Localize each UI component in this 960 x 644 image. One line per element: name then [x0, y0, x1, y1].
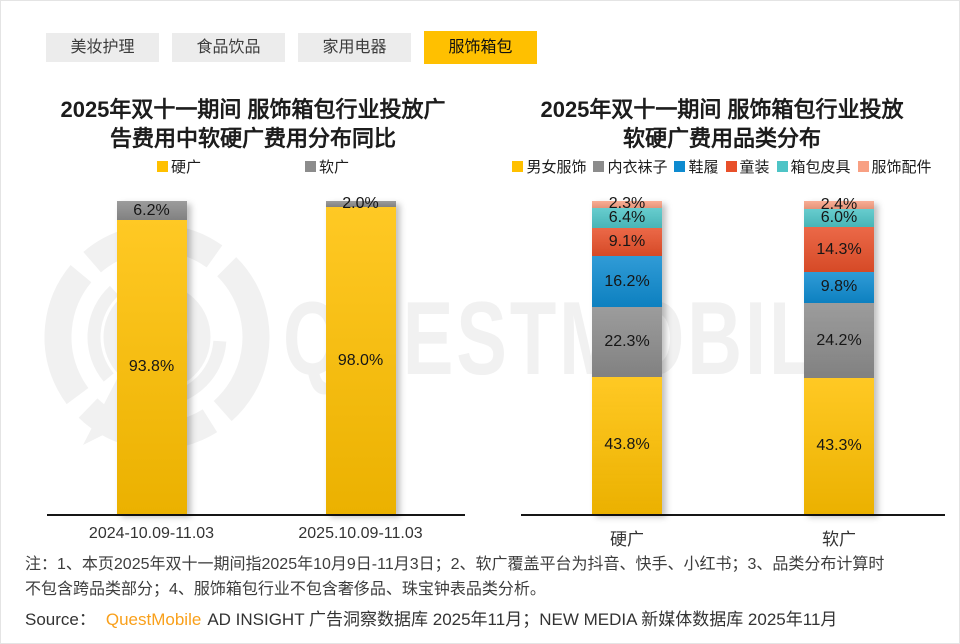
legend-item: 箱包皮具 — [776, 156, 851, 177]
legend-label: 软广 — [319, 159, 350, 176]
chart-title-line1: 2025年双十一期间 服饰箱包行业投放 — [540, 97, 904, 122]
legend-swatch-icon — [593, 161, 605, 172]
legend-label: 童装 — [739, 159, 770, 176]
segment-value-label: 14.3% — [816, 240, 862, 258]
chart-legend: 硬广 软广 — [41, 156, 465, 177]
bar-segment: 9.8% — [804, 272, 874, 303]
tab-food-beverage[interactable]: 食品饮品 — [172, 33, 285, 62]
stacked-bar: 43.8% 22.3% 16.2% 9.1% 6.4% 2.3% — [592, 195, 662, 514]
segment-value-label: 98.0% — [337, 351, 384, 369]
bar-segment: 22.3% — [592, 307, 662, 377]
source-prefix: Source： — [25, 610, 96, 629]
source-detail: AD INSIGHT 广告洞察数据库 2025年11月；NEW MEDIA 新媒… — [207, 610, 838, 629]
bar-segment: 43.8% — [592, 376, 662, 514]
bar-segment: 2.0% — [325, 195, 396, 212]
segment-value-label: 6.2% — [133, 201, 170, 219]
segment-value-label: 16.2% — [604, 272, 650, 290]
legend-label: 男女服饰 — [526, 159, 587, 176]
legend-item: 男女服饰 — [512, 156, 586, 177]
legend-item: 童装 — [725, 156, 770, 177]
tab-apparel-bags[interactable]: 服饰箱包 — [424, 31, 537, 64]
stacked-bar: 43.3% 24.2% 9.8% 14.3% 6.0% 2.4% — [804, 196, 874, 514]
legend-item: 鞋履 — [674, 156, 719, 177]
bar-segment: 6.4% — [592, 207, 662, 228]
segment-value-label: 2.3% — [608, 195, 646, 213]
segment-value-label: 93.8% — [128, 358, 175, 376]
legend-swatch-icon — [857, 161, 869, 172]
segment-value-label: 6.0% — [820, 208, 858, 226]
legend-item: 服饰配件 — [857, 156, 932, 177]
bar-segment: 2.4% — [804, 196, 874, 213]
legend-label: 内衣袜子 — [607, 159, 668, 176]
segment-value-label: 43.3% — [816, 437, 862, 455]
chart-title-line2: 告费用中软硬广费用分布同比 — [109, 126, 396, 151]
chart-title: 2025年双十一期间 服饰箱包行业投放广 告费用中软硬广费用分布同比 — [41, 95, 465, 153]
bar-segment: 93.8% — [116, 220, 187, 514]
category-label: 软广 — [822, 530, 856, 549]
source-brand: QuestMobile — [105, 610, 202, 629]
category-label: 2025.10.09-11.03 — [298, 525, 423, 542]
chart-title: 2025年双十一期间 服饰箱包行业投放 软硬广费用品类分布 — [499, 95, 945, 153]
segment-value-label: 43.8% — [604, 436, 650, 454]
legend-swatch-icon — [305, 161, 316, 172]
legend-swatch-icon — [725, 161, 737, 172]
legend-item: 硬广 — [156, 156, 201, 177]
tab-beauty-care[interactable]: 美妆护理 — [46, 33, 159, 62]
segment-value-label: 6.4% — [608, 208, 646, 226]
footnote-line1: 注：1、本页2025年双十一期间指2025年10月9日-11月3日；2、软广覆盖… — [25, 556, 885, 573]
bar-segment: 6.0% — [804, 208, 874, 228]
legend-swatch-icon — [512, 161, 524, 172]
tab-home-appliances[interactable]: 家用电器 — [298, 33, 411, 62]
legend-swatch-icon — [674, 161, 686, 172]
segment-value-label: 9.8% — [820, 278, 858, 296]
legend-item: 内衣袜子 — [593, 156, 667, 177]
legend-item: 软广 — [305, 156, 349, 177]
legend-label: 服饰配件 — [871, 159, 932, 176]
legend-swatch-icon — [776, 161, 788, 172]
stacked-bar-plot-hard-soft: 93.8% 6.2% 98.0% 2.0% — [47, 195, 465, 516]
bar-segment: 43.3% — [804, 378, 874, 514]
bar-segment: 24.2% — [804, 302, 874, 379]
chart-category-mix-header: 2025年双十一期间 服饰箱包行业投放 软硬广费用品类分布 男女服饰 内衣袜子 鞋履… — [499, 95, 945, 177]
legend-label: 硬广 — [170, 159, 201, 176]
category-label: 2024-10.09-11.03 — [88, 525, 215, 542]
legend-label: 箱包皮具 — [790, 159, 851, 176]
bar-segment: 9.1% — [592, 227, 662, 257]
category-tabs: 美妆护理 食品饮品 家用电器 服饰箱包 — [46, 31, 537, 64]
bar-segment: 2.3% — [592, 195, 662, 212]
stacked-bar: 93.8% 6.2% — [116, 201, 187, 514]
legend-label: 鞋履 — [688, 159, 719, 176]
chart-title-line2: 软硬广费用品类分布 — [622, 126, 821, 151]
chart-hard-soft-header: 2025年双十一期间 服饰箱包行业投放广 告费用中软硬广费用分布同比 硬广 软广 — [41, 95, 465, 177]
bar-segment: 16.2% — [592, 256, 662, 308]
segment-value-label: 2.0% — [342, 195, 379, 213]
bar-segment: 14.3% — [804, 227, 874, 273]
stacked-bar-plot-category-mix: 43.8% 22.3% 16.2% 9.1% 6.4% 2.3% 43.3% 24.2% 9.8… — [521, 195, 945, 516]
footnote-line2: 不包含跨品类部分；4、服饰箱包行业不包含奢侈品、珠宝钟表品类分析。 — [25, 581, 546, 598]
bar-segment: 6.2% — [116, 201, 187, 221]
category-label: 硬广 — [610, 530, 644, 549]
chart-title-line1: 2025年双十一期间 服饰箱包行业投放广 — [60, 97, 446, 122]
legend-swatch-icon — [156, 161, 168, 172]
chart-legend: 男女服饰 内衣袜子 鞋履 童装 箱包皮具 服饰配件 — [499, 156, 945, 177]
stacked-bar: 98.0% 2.0% — [325, 195, 396, 514]
segment-value-label: 2.4% — [820, 195, 858, 213]
segment-value-label: 24.2% — [816, 331, 862, 349]
segment-value-label: 22.3% — [604, 333, 650, 350]
bar-segment: 98.0% — [325, 207, 396, 514]
source-line: Source： QuestMobile AD INSIGHT 广告洞察数据库 202… — [25, 605, 837, 630]
segment-value-label: 9.1% — [608, 233, 646, 251]
footnotes: 注：1、本页2025年双十一期间指2025年10月9日-11月3日；2、软广覆盖… — [25, 552, 953, 602]
